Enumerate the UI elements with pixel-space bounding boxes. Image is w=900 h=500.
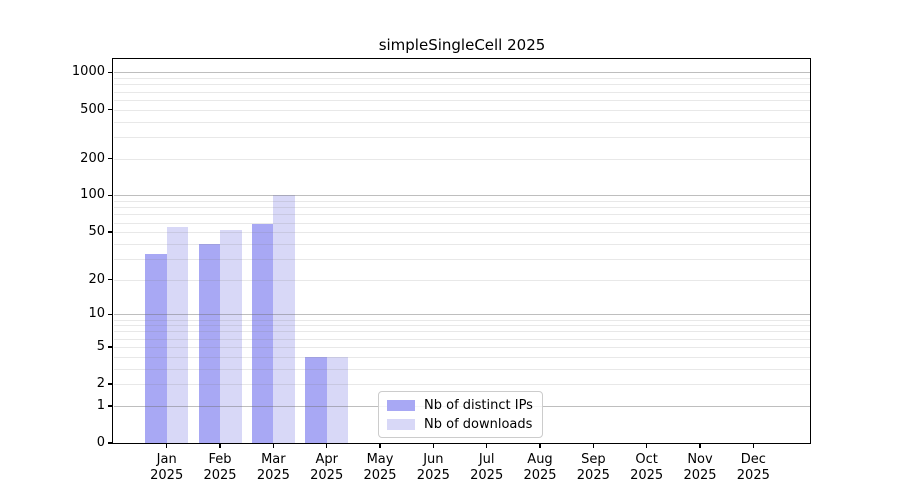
gridline-minor	[114, 222, 810, 224]
x-tick-label-oct: Oct 2025	[630, 452, 664, 483]
bar-downloads-apr	[326, 356, 349, 443]
gridline-minor	[114, 356, 810, 358]
y-tick-label: 5	[96, 338, 105, 354]
y-tick-label: 500	[80, 101, 105, 117]
gridline-minor	[114, 338, 810, 340]
gridline-minor	[114, 201, 810, 203]
gridline-minor	[114, 368, 810, 370]
x-tick-label-apr: Apr 2025	[310, 452, 344, 483]
gridline-minor	[114, 136, 810, 138]
y-tick	[108, 313, 112, 316]
bar-downloads-mar	[273, 195, 295, 443]
y-tick-label: 0	[96, 435, 105, 450]
legend-label-downloads: Nb of downloads	[424, 416, 533, 432]
x-tick-label-mar: Mar 2025	[256, 452, 290, 483]
gridline-minor	[114, 232, 810, 234]
gridline-major	[114, 195, 810, 197]
legend-item-downloads: Nb of downloads	[387, 417, 534, 432]
gridline-minor	[114, 121, 810, 123]
x-tick	[379, 444, 381, 448]
gridline-minor	[114, 384, 810, 386]
y-tick	[108, 194, 112, 197]
gridline-minor	[114, 346, 810, 348]
gridline-minor	[114, 331, 810, 333]
bar-downloads-feb	[220, 230, 242, 443]
x-tick	[219, 444, 221, 448]
y-tick-label: 50	[88, 224, 105, 240]
bar-downloads-jan	[166, 227, 189, 443]
gridline-minor	[114, 78, 810, 80]
y-tick	[108, 442, 112, 444]
y-tick	[108, 383, 112, 385]
y-tick-label: 2	[96, 376, 105, 392]
y-tick	[108, 157, 112, 160]
x-tick	[325, 444, 328, 448]
y-tick	[108, 231, 112, 233]
gridline-major	[114, 314, 810, 316]
y-tick	[108, 279, 112, 281]
x-tick-label-jul: Jul 2025	[470, 452, 504, 483]
y-tick	[108, 405, 112, 407]
x-tick-label-jan: Jan 2025	[150, 452, 184, 483]
bar-distinct-ips-feb	[198, 243, 221, 443]
legend-item-distinct-ips: Nb of distinct IPs	[387, 398, 534, 413]
y-tick-label: 100	[80, 187, 105, 203]
chart-title: simpleSingleCell 2025	[378, 36, 546, 54]
x-tick	[752, 444, 755, 448]
y-tick	[108, 71, 112, 74]
x-tick	[166, 444, 168, 448]
y-tick	[108, 108, 112, 111]
gridline-minor	[114, 319, 810, 321]
gridline-minor	[114, 158, 810, 160]
x-tick	[432, 444, 435, 448]
y-tick-label: 10	[88, 306, 105, 322]
y-tick	[108, 346, 112, 348]
x-tick-label-sep: Sep 2025	[576, 452, 610, 483]
x-tick-label-dec: Dec 2025	[736, 452, 770, 483]
x-tick-label-feb: Feb 2025	[203, 452, 237, 483]
gridline-minor	[114, 84, 810, 86]
x-tick	[592, 444, 595, 448]
x-tick	[272, 444, 275, 448]
x-tick	[645, 444, 648, 448]
y-tick-label: 1	[96, 397, 105, 413]
x-tick	[485, 444, 488, 448]
x-tick-label-aug: Aug 2025	[523, 452, 557, 483]
x-tick-label-may: May 2025	[363, 452, 397, 483]
bar-distinct-ips-jan	[145, 253, 167, 443]
gridline-minor	[114, 207, 810, 209]
legend-label-distinct-ips: Nb of distinct IPs	[424, 397, 533, 413]
gridline-minor	[114, 99, 810, 101]
x-tick	[539, 444, 541, 448]
legend-swatch-distinct-ips	[387, 399, 415, 411]
legend-swatch-downloads	[387, 418, 415, 430]
legend: Nb of distinct IPs Nb of downloads	[378, 391, 543, 438]
bar-distinct-ips-mar	[251, 224, 274, 443]
x-tick-label-jun: Jun 2025	[416, 452, 450, 483]
gridline-minor	[114, 214, 810, 216]
x-tick-label-nov: Nov 2025	[683, 452, 717, 483]
bar-distinct-ips-apr	[305, 356, 327, 443]
gridline-minor	[114, 109, 810, 111]
gridline-minor	[114, 258, 810, 260]
y-tick-label: 20	[88, 271, 105, 287]
gridline-minor	[114, 325, 810, 327]
gridline-minor	[114, 243, 810, 245]
y-tick-label: 1000	[71, 64, 105, 80]
gridline-minor	[114, 279, 810, 281]
y-tick-label: 200	[80, 150, 105, 166]
gridline-minor	[114, 91, 810, 93]
x-tick	[699, 444, 701, 448]
gridline-major	[114, 72, 810, 74]
